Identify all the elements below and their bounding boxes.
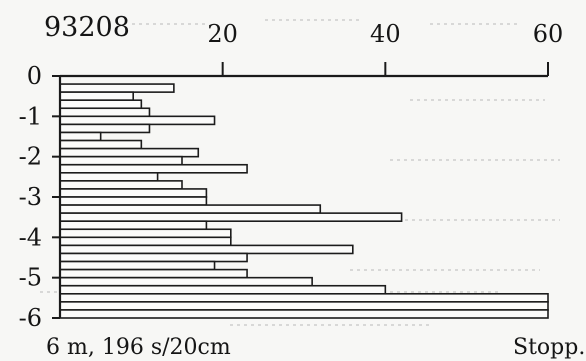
depth-bar — [59, 163, 248, 174]
background-noise — [40, 19, 560, 326]
depth-bar — [59, 107, 151, 118]
depth-bar — [59, 309, 549, 319]
depth-bar — [59, 83, 175, 93]
x-axis-ticks: 20 40 60 — [207, 20, 563, 76]
depth-bar — [59, 220, 208, 231]
depth-bar — [59, 276, 313, 287]
y-tick-label: -6 — [19, 304, 42, 332]
depth-bar — [59, 260, 216, 271]
y-tick-label: 0 — [27, 62, 42, 90]
depth-bar — [59, 139, 143, 150]
depth-bar — [59, 204, 322, 214]
y-tick-label: -1 — [19, 102, 42, 130]
x-tick-label: 20 — [207, 20, 238, 48]
depth-bar — [59, 99, 143, 110]
depth-bar — [59, 228, 232, 239]
y-tick-label: -4 — [19, 223, 42, 251]
bars-group — [59, 83, 549, 319]
depth-bar — [59, 188, 208, 198]
x-tick-label: 40 — [370, 20, 401, 48]
depth-bar — [59, 172, 159, 182]
stop-label: Stopp. — [513, 335, 585, 360]
depth-bar — [59, 284, 387, 295]
depth-bar — [59, 196, 208, 206]
depth-bar — [59, 180, 183, 190]
depth-bar — [59, 268, 248, 279]
y-axis: 0 -1 -2 -3 -4 -5 -6 — [19, 62, 60, 332]
depth-bar — [59, 123, 151, 134]
depth-caption: 6 m, 196 s/20cm — [46, 335, 231, 360]
depth-bar — [59, 212, 403, 222]
depth-bar — [59, 155, 183, 166]
depth-bar — [59, 236, 232, 247]
depth-bar — [59, 252, 248, 263]
depth-bar — [59, 131, 102, 142]
y-tick-label: -3 — [19, 183, 42, 211]
y-tick-label: -2 — [19, 143, 42, 171]
depth-bar — [59, 244, 354, 255]
depth-bar — [59, 301, 549, 311]
y-tick-label: -5 — [19, 264, 42, 292]
depth-bar — [59, 91, 134, 101]
depth-bar — [59, 292, 549, 303]
x-tick-label: 60 — [533, 20, 564, 48]
depth-bar — [59, 115, 216, 126]
depth-bar — [59, 147, 200, 158]
chart-id-label: 93208 — [44, 12, 130, 43]
